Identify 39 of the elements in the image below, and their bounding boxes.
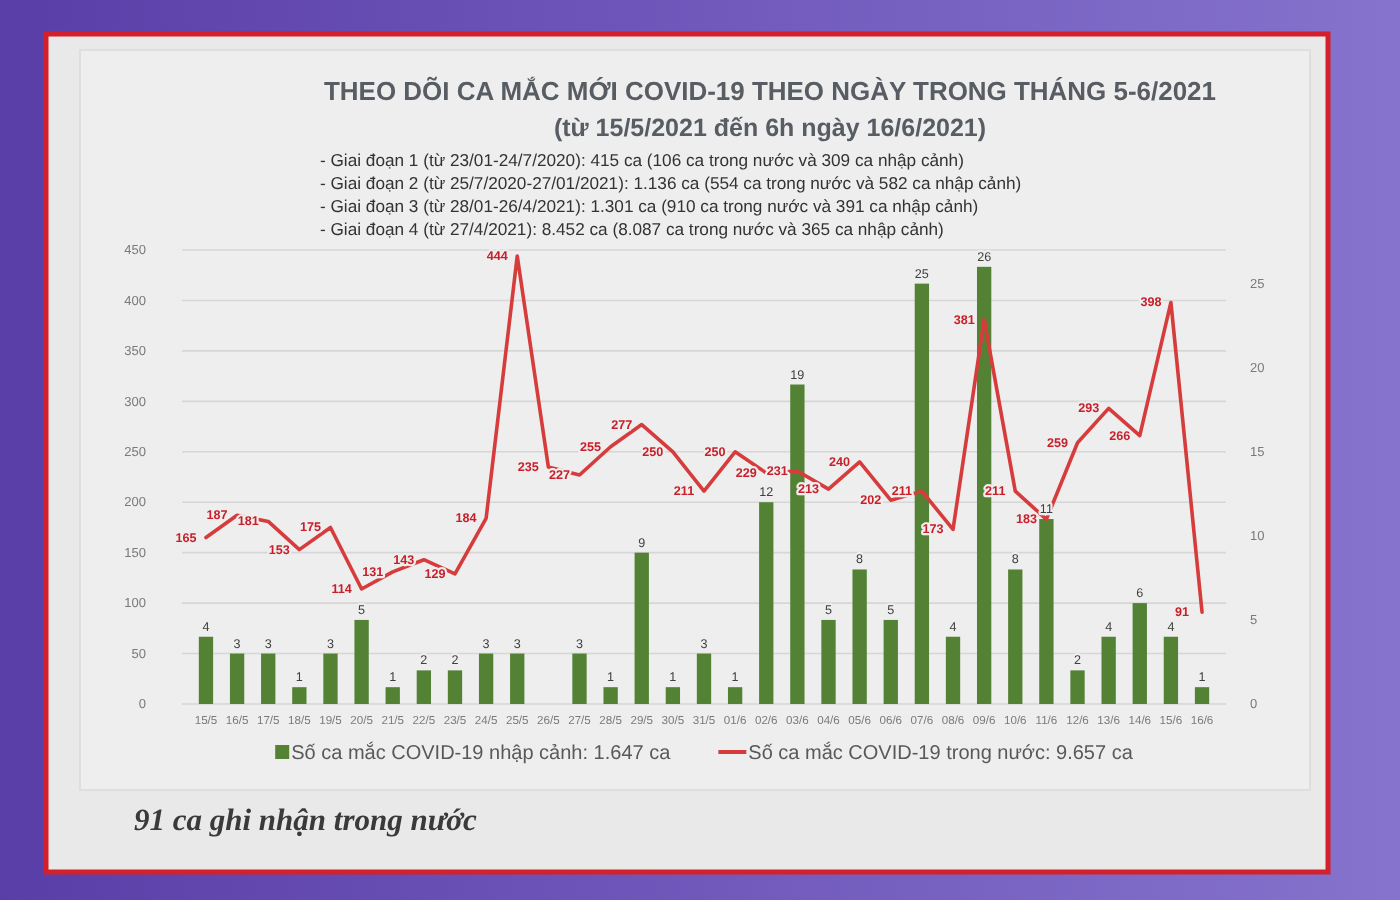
legend-label: Số ca mắc COVID-19 nhập cảnh: 1.647 ca	[291, 741, 672, 765]
bar	[696, 653, 712, 704]
bar	[603, 687, 618, 704]
bar	[292, 687, 307, 704]
chart-subtitle: (từ 15/5/2021 đến 6h ngày 16/6/2021)	[553, 114, 987, 142]
text: 91 ca ghi nhận trong nước	[134, 804, 477, 838]
text: - Giai đoạn 2 (từ 25/7/2020-27/01/2021): 1.136 ca (554 ca trong nước và 582 ca nhập cảnh)	[320, 173, 1022, 193]
bar	[447, 670, 463, 704]
bar	[883, 619, 898, 704]
bar	[1132, 603, 1147, 704]
bar	[821, 619, 836, 704]
line-series	[204, 254, 1204, 614]
bar	[323, 653, 338, 704]
legend-label: Số ca mắc COVID-19 trong nước: 9.657 ca	[748, 741, 1134, 765]
bar	[1039, 519, 1054, 704]
bar	[478, 653, 494, 704]
bar	[665, 687, 681, 704]
bar	[852, 569, 867, 704]
text: - Giai đoạn 1 (từ 23/01-24/7/2020): 415 ca (106 ca trong nước và 309 ca nhập cảnh)	[320, 150, 965, 170]
bar	[229, 653, 245, 704]
bar	[354, 619, 369, 704]
bar	[1008, 569, 1023, 704]
text: - Giai đoạn 3 (từ 28/01-26/4/2021): 1.301 ca (910 ca trong nước và 391 ca nhập cảnh)	[320, 196, 979, 216]
bar	[510, 653, 525, 704]
bar	[1070, 670, 1085, 704]
bar	[634, 552, 649, 704]
bar	[1101, 636, 1116, 704]
bar	[198, 636, 214, 704]
chart-title: THEO DÕI CA MẮC MỚI COVID-19 THEO NGÀY TRONG THÁNG 5-6/2021	[324, 76, 1218, 106]
bar	[416, 670, 432, 704]
bar	[945, 636, 961, 704]
bar	[261, 653, 276, 704]
bar	[759, 502, 774, 704]
bar	[1163, 636, 1179, 704]
bar	[727, 687, 743, 704]
text: - Giai đoạn 4 (từ 27/4/2021): 8.452 ca (8.087 ca trong nước và 365 ca nhập cảnh)	[320, 219, 945, 239]
bar	[1194, 687, 1210, 704]
bar	[572, 653, 587, 704]
bar	[385, 687, 400, 704]
